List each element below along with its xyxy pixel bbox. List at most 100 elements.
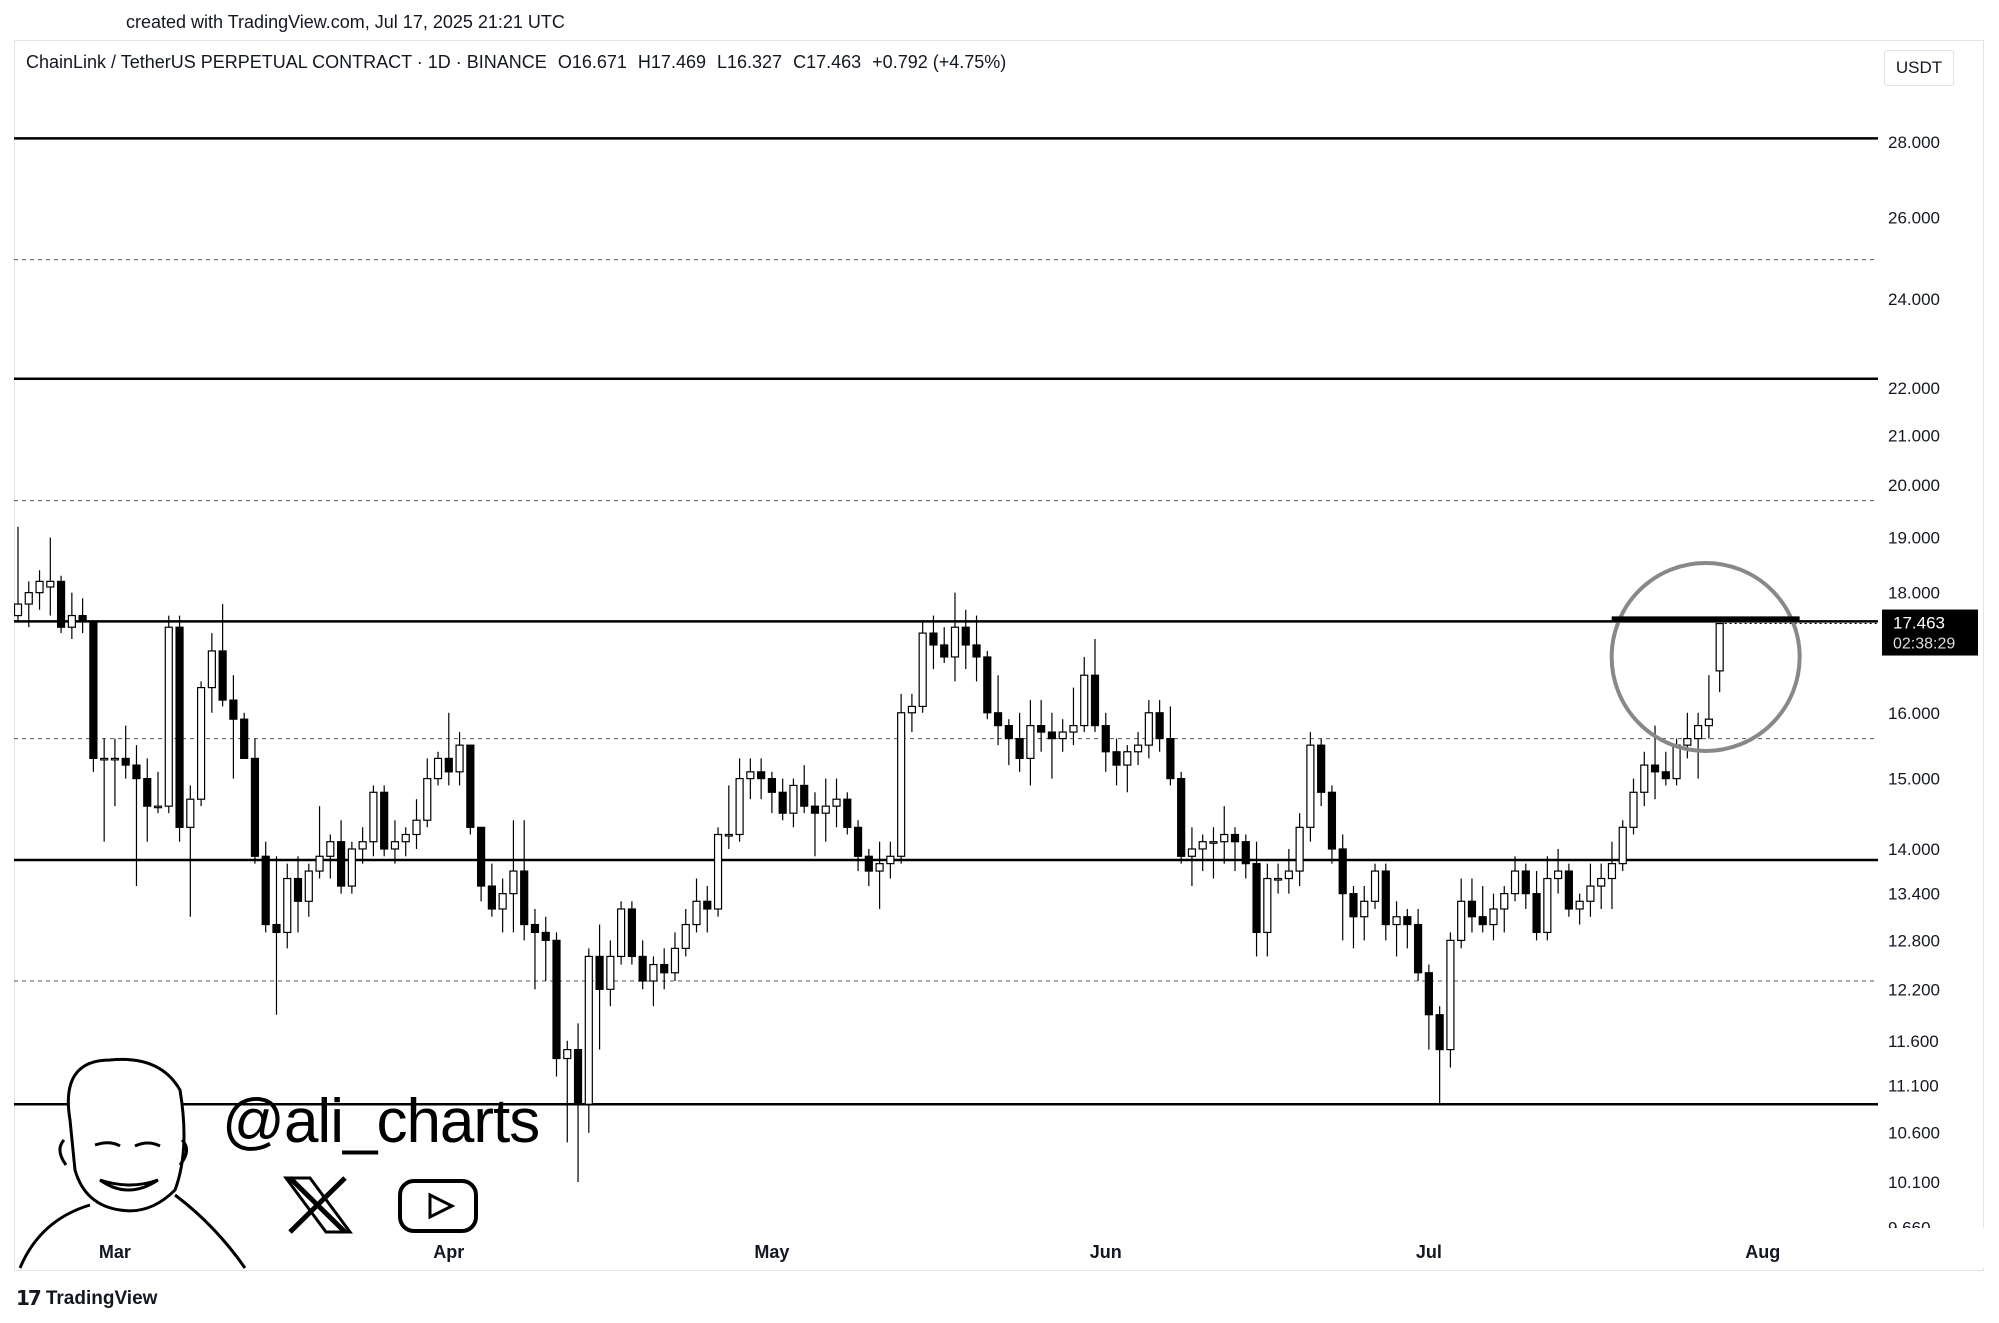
candle-body bbox=[1457, 900, 1466, 941]
candle-body bbox=[638, 955, 647, 982]
avatar-caricature bbox=[18, 1057, 247, 1269]
candle-body bbox=[778, 791, 787, 814]
candle-body bbox=[401, 833, 410, 843]
legend-symbol[interactable]: ChainLink / TetherUS PERPETUAL CONTRACT … bbox=[26, 52, 547, 72]
candle-body bbox=[875, 863, 884, 872]
candle-body bbox=[1424, 972, 1433, 1016]
y-tick-label: 16.000 bbox=[1888, 704, 1940, 723]
candle-body bbox=[897, 712, 906, 857]
candle-body bbox=[1317, 744, 1326, 793]
candle-body bbox=[649, 963, 658, 982]
candle-body bbox=[1704, 718, 1713, 727]
candle-body bbox=[164, 626, 173, 807]
candle-body bbox=[89, 620, 98, 760]
highlight-circle bbox=[1609, 560, 1802, 753]
y-tick-label: 14.000 bbox=[1888, 840, 1940, 859]
youtube-icon[interactable] bbox=[398, 1179, 478, 1233]
candle-body bbox=[1597, 877, 1606, 887]
candle-body bbox=[1252, 863, 1261, 934]
candle-body bbox=[1521, 870, 1530, 895]
candle-body bbox=[767, 777, 777, 793]
candle-body bbox=[35, 580, 44, 594]
candle-body bbox=[1564, 870, 1573, 910]
candle-body bbox=[56, 580, 66, 628]
y-tick-label: 11.100 bbox=[1888, 1077, 1939, 1096]
candle-body bbox=[886, 855, 895, 865]
candle-body bbox=[390, 841, 400, 850]
candle-body bbox=[1166, 737, 1175, 780]
candle-body bbox=[455, 744, 464, 773]
candle-body bbox=[735, 777, 744, 836]
y-tick-label: 20.000 bbox=[1888, 476, 1940, 495]
candle-body bbox=[1101, 725, 1110, 753]
candle-body bbox=[1629, 791, 1638, 828]
candle-body bbox=[466, 744, 475, 828]
candle-body bbox=[67, 614, 76, 628]
tradingview-logo-icon: 𝟭𝟳 bbox=[16, 1288, 42, 1310]
candle-body bbox=[509, 870, 518, 895]
y-tick-label: 21.000 bbox=[1888, 426, 1940, 445]
candle-body bbox=[1295, 826, 1304, 872]
candle-body bbox=[1370, 870, 1380, 902]
candle-body bbox=[541, 931, 550, 941]
x-tick-label: May bbox=[754, 1242, 789, 1262]
candle-body bbox=[724, 833, 733, 837]
candle-body bbox=[1015, 737, 1024, 760]
candle-body bbox=[843, 798, 852, 828]
tradingview-logo[interactable]: 𝟭𝟳 TradingView bbox=[16, 1286, 157, 1311]
candles-group bbox=[14, 526, 1724, 1182]
y-tick-label: 26.000 bbox=[1888, 209, 1940, 228]
y-tick-label: 12.200 bbox=[1888, 980, 1940, 999]
candle-body bbox=[907, 705, 917, 714]
axis-mask bbox=[1880, 1228, 1990, 1268]
candle-body bbox=[1198, 841, 1207, 850]
candle-body bbox=[746, 771, 755, 780]
legend-open: O16.671 bbox=[557, 52, 627, 72]
candle-body bbox=[1650, 764, 1660, 773]
candle-body bbox=[1209, 841, 1218, 844]
candle-body bbox=[1284, 870, 1293, 880]
candle-body bbox=[1392, 916, 1401, 926]
candle-body bbox=[864, 855, 873, 872]
y-tick-label: 12.800 bbox=[1888, 931, 1940, 950]
y-tick-label: 24.000 bbox=[1888, 290, 1940, 309]
candle-body bbox=[1607, 863, 1617, 880]
candle-body bbox=[1004, 725, 1013, 740]
candle-body bbox=[983, 656, 992, 714]
candle-body bbox=[1069, 725, 1078, 733]
x-logo-icon[interactable] bbox=[283, 1176, 353, 1234]
candle-body bbox=[853, 826, 863, 857]
candle-body bbox=[1058, 731, 1067, 740]
candle-body bbox=[1123, 751, 1132, 766]
candle-body bbox=[692, 900, 701, 926]
candle-body bbox=[660, 963, 669, 974]
candle-body bbox=[993, 712, 1003, 727]
candle-body bbox=[1187, 848, 1197, 857]
candle-body bbox=[1489, 908, 1498, 926]
candle-body bbox=[487, 885, 496, 910]
y-tick-label: 10.100 bbox=[1888, 1173, 1940, 1192]
candle-body bbox=[1360, 900, 1369, 918]
candle-body bbox=[1446, 939, 1455, 1051]
candle-body bbox=[940, 644, 949, 658]
candle-body bbox=[1661, 771, 1670, 780]
candle-body bbox=[326, 841, 335, 857]
candle-body bbox=[972, 644, 981, 658]
candle-body bbox=[121, 757, 130, 766]
currency-button[interactable]: USDT bbox=[1884, 50, 1954, 86]
candle-body bbox=[1478, 916, 1487, 926]
candle-body bbox=[1241, 841, 1250, 865]
candle-body bbox=[1554, 870, 1563, 880]
candle-body bbox=[315, 855, 324, 872]
candle-body bbox=[358, 841, 367, 850]
candle-body bbox=[757, 771, 766, 780]
candle-body bbox=[1694, 725, 1703, 740]
created-caption: created with TradingView.com, Jul 17, 20… bbox=[126, 12, 565, 32]
candle-body bbox=[520, 870, 529, 926]
x-tick-label: Jun bbox=[1090, 1242, 1122, 1262]
candle-body bbox=[369, 791, 378, 843]
candle-body bbox=[1543, 877, 1552, 934]
candle-body bbox=[1338, 848, 1347, 895]
candle-body bbox=[498, 893, 507, 910]
